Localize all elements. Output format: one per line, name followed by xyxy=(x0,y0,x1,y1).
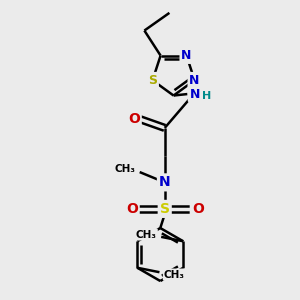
Text: N: N xyxy=(159,176,170,189)
Text: O: O xyxy=(192,202,204,216)
Text: O: O xyxy=(126,202,138,216)
Text: S: S xyxy=(160,202,170,216)
Text: CH₃: CH₃ xyxy=(114,164,135,174)
Text: N: N xyxy=(181,49,192,62)
Text: N: N xyxy=(190,88,200,100)
Text: S: S xyxy=(148,74,157,87)
Text: H: H xyxy=(202,91,212,100)
Text: N: N xyxy=(189,74,200,87)
Text: O: O xyxy=(128,112,140,126)
Text: CH₃: CH₃ xyxy=(164,269,185,280)
Text: CH₃: CH₃ xyxy=(136,230,157,239)
